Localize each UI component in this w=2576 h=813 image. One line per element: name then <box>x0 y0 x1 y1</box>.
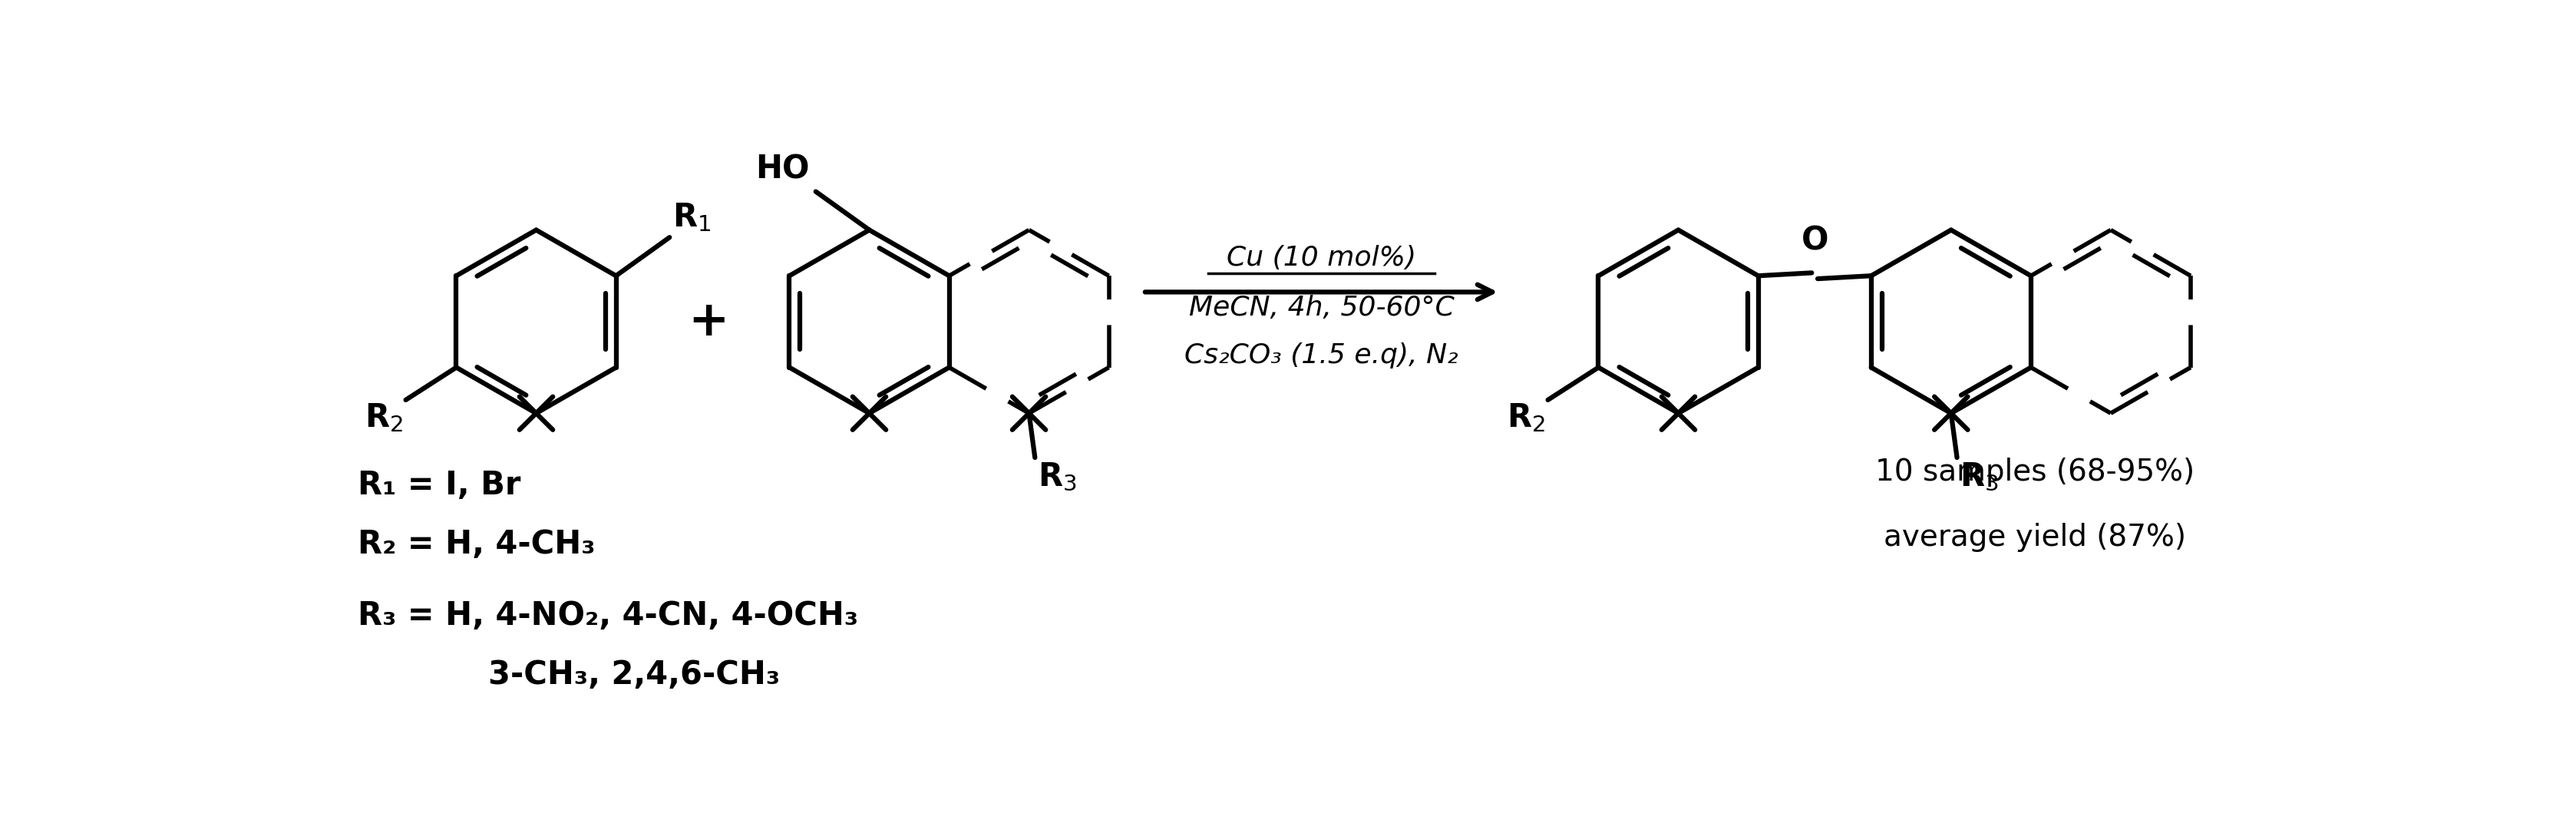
Text: HO: HO <box>755 154 809 185</box>
Text: R₁ = I, Br: R₁ = I, Br <box>358 469 520 502</box>
Text: R$_1$: R$_1$ <box>672 201 711 233</box>
Text: 3-CH₃, 2,4,6-CH₃: 3-CH₃, 2,4,6-CH₃ <box>489 659 781 691</box>
Text: R$_2$: R$_2$ <box>363 402 402 434</box>
Text: Cs₂CO₃ (1.5 e.q), N₂: Cs₂CO₃ (1.5 e.q), N₂ <box>1185 342 1458 368</box>
Text: MeCN, 4h, 50-60°C: MeCN, 4h, 50-60°C <box>1188 295 1453 321</box>
Text: 10 samples (68-95%): 10 samples (68-95%) <box>1875 458 2195 487</box>
Text: +: + <box>688 298 729 346</box>
Text: O: O <box>1801 224 1829 257</box>
Text: average yield (87%): average yield (87%) <box>1883 523 2187 552</box>
Text: R₃ = H, 4-NO₂, 4-CN, 4-OCH₃: R₃ = H, 4-NO₂, 4-CN, 4-OCH₃ <box>358 599 858 632</box>
Text: R$_3$: R$_3$ <box>1038 460 1077 493</box>
Text: Cu (10 mol%): Cu (10 mol%) <box>1226 246 1417 272</box>
Text: R$_2$: R$_2$ <box>1507 402 1546 434</box>
Text: R$_3$: R$_3$ <box>1960 460 1999 493</box>
Text: R₂ = H, 4-CH₃: R₂ = H, 4-CH₃ <box>358 528 595 561</box>
